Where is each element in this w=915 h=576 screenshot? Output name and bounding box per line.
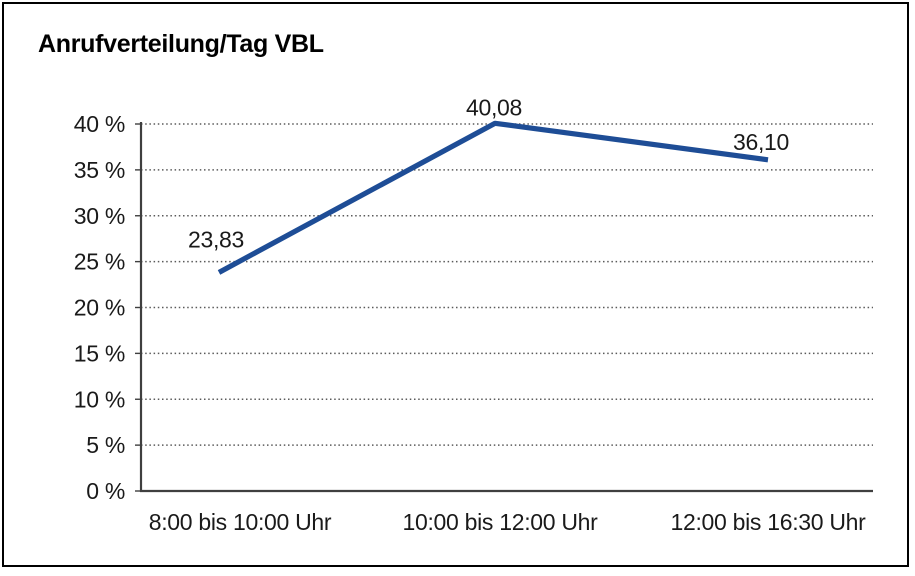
x-tick-label: 10:00 bis 12:00 Uhr xyxy=(402,509,598,535)
y-tick-label: 40 % xyxy=(74,111,125,137)
y-tick-label: 5 % xyxy=(86,432,125,458)
data-line xyxy=(217,120,769,275)
chart-frame xyxy=(2,2,909,567)
y-tick-label: 0 % xyxy=(86,478,125,504)
x-tick-label: 12:00 bis 16:30 Uhr xyxy=(670,509,866,535)
x-tick-label: 8:00 bis 10:00 Uhr xyxy=(149,509,332,535)
y-tick-label: 25 % xyxy=(74,249,125,275)
y-tick-label: 10 % xyxy=(74,386,125,412)
data-label: 36,10 xyxy=(733,129,789,155)
y-tick-label: 20 % xyxy=(74,295,125,321)
y-tick-label: 35 % xyxy=(74,157,125,183)
chart-title: Anrufverteilung/Tag VBL xyxy=(38,30,324,58)
y-tick-label: 15 % xyxy=(74,340,125,366)
data-label: 40,08 xyxy=(466,94,522,120)
y-tick-label: 30 % xyxy=(74,203,125,229)
data-label: 23,83 xyxy=(188,226,244,252)
